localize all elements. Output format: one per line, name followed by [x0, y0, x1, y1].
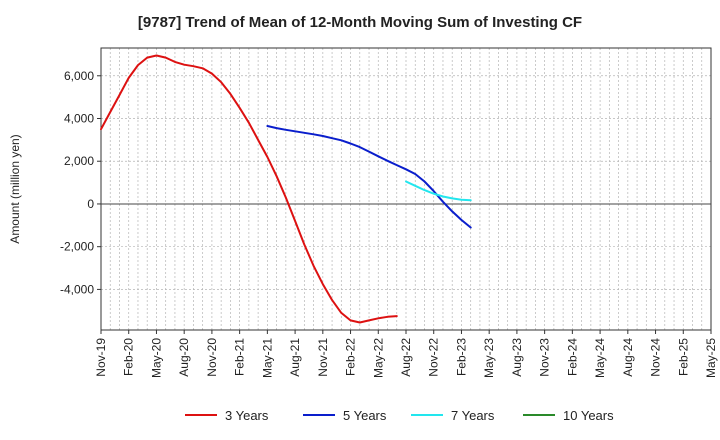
x-tick-label: Feb-20 [122, 338, 136, 376]
x-tick-label: May-22 [371, 338, 385, 378]
x-tick-label: Nov-22 [427, 338, 441, 377]
series-lines [100, 54, 472, 324]
x-tick-label: Aug-22 [399, 338, 413, 377]
y-tick-label: 0 [87, 197, 94, 211]
grid [101, 48, 711, 330]
y-tick-label: -4,000 [60, 282, 94, 296]
y-tick-label: 4,000 [64, 112, 94, 126]
x-tick-label: May-23 [482, 338, 496, 378]
legend-label: 10 Years [563, 408, 614, 423]
chart-title: [9787] Trend of Mean of 12-Month Moving … [137, 14, 583, 31]
legend-label: 7 Years [451, 408, 495, 423]
x-tick-label: May-25 [704, 338, 718, 378]
y-tick-label: -2,000 [60, 240, 94, 254]
x-tick-label: May-24 [593, 338, 607, 378]
x-tick-label: Aug-20 [177, 338, 191, 377]
x-tick-label: Nov-19 [94, 338, 108, 377]
legend-label: 5 Years [343, 408, 387, 423]
x-tick-label: May-20 [149, 338, 163, 378]
x-tick-label: Aug-21 [288, 338, 302, 377]
legend-label: 3 Years [225, 408, 269, 423]
series-line-7-years [405, 180, 472, 202]
x-tick-label: Nov-21 [316, 338, 330, 377]
y-tick-label: 2,000 [64, 154, 94, 168]
x-tick-label: Nov-24 [649, 338, 663, 377]
x-tick-label: Nov-20 [205, 338, 219, 377]
x-tick-label: Feb-24 [565, 338, 579, 376]
x-tick-label: Nov-23 [538, 338, 552, 377]
x-tick-label: Feb-21 [233, 338, 247, 376]
legend: 3 Years 5 Years 7 Years 10 Years [185, 408, 614, 423]
x-tick-label: Aug-23 [510, 338, 524, 377]
axes: 6,000 4,000 2,000 0 -2,000 -4,000 Amount (mill… [8, 47, 718, 378]
x-tick-label: Feb-22 [344, 338, 358, 376]
y-tick-label: 6,000 [64, 69, 94, 83]
x-tick-label: May-21 [260, 338, 274, 378]
x-tick-label: Aug-24 [621, 338, 635, 377]
x-tick-label: Feb-23 [454, 338, 468, 376]
y-axis-label: Amount (million yen) [8, 134, 22, 243]
series-line-3-years [100, 54, 398, 324]
x-tick-label: Feb-25 [676, 338, 690, 376]
